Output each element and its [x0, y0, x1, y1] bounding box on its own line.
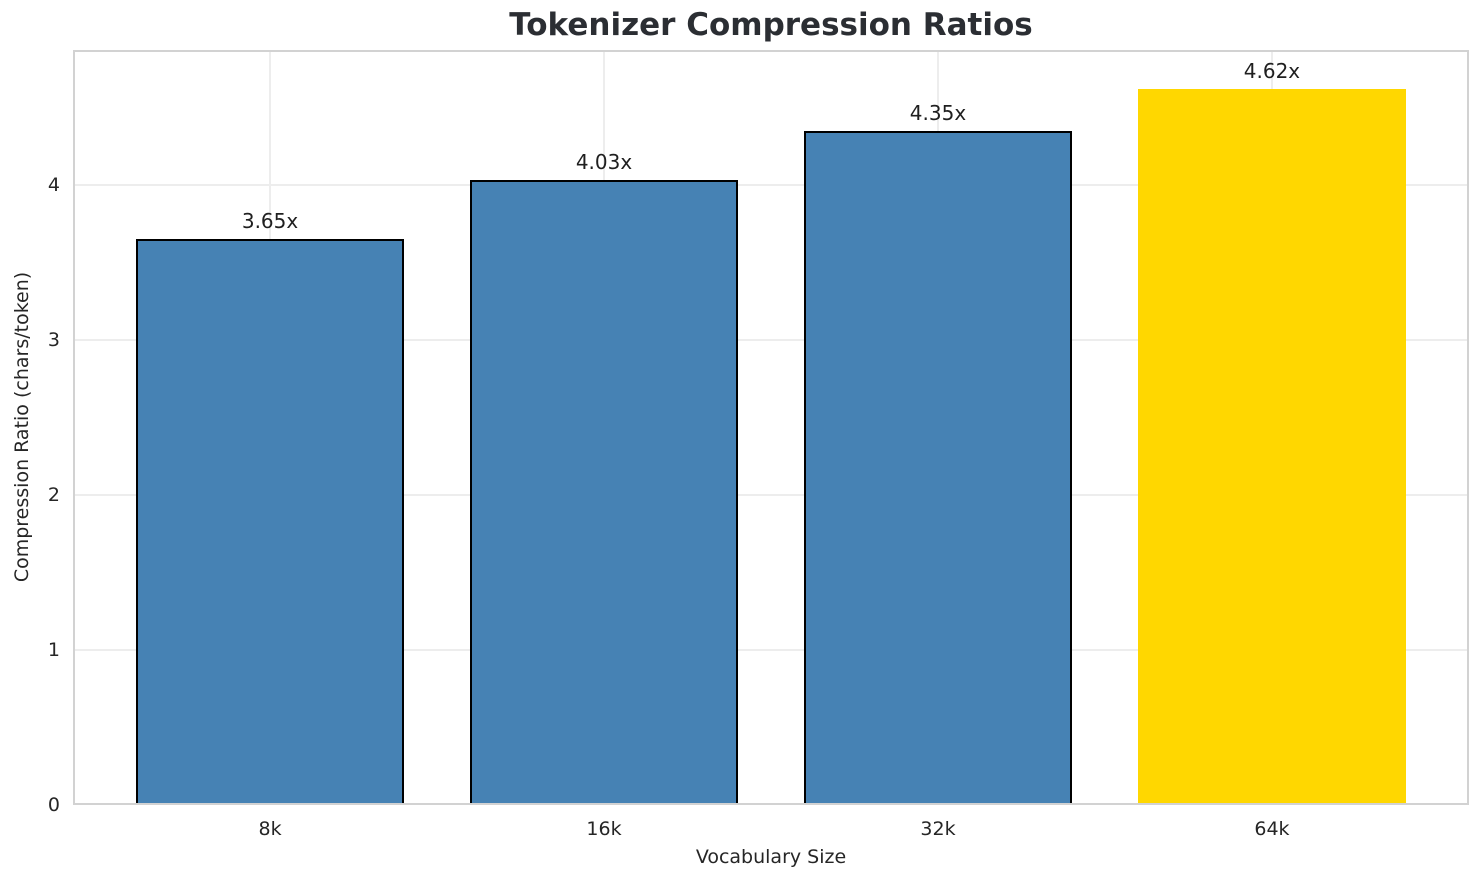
y-axis-label: Compression Ratio (chars/token) [11, 271, 33, 583]
bar-32k [804, 130, 1072, 805]
gridline-horizontal [73, 184, 1469, 186]
bar-64k [1138, 88, 1406, 805]
y-tick-label: 4 [47, 173, 60, 196]
bar-value-label: 4.35x [909, 100, 967, 125]
gridline-horizontal [73, 649, 1469, 651]
bar-8k [136, 239, 404, 805]
y-tick-label: 2 [47, 483, 60, 506]
x-axis-label: Vocabulary Size [695, 846, 847, 868]
bar-16k [470, 180, 738, 805]
y-tick-label: 3 [47, 328, 60, 351]
bar-value-label: 4.03x [575, 150, 633, 175]
x-tick-label: 8k [258, 818, 282, 840]
x-tick-label: 16k [586, 818, 622, 840]
y-tick-label: 1 [47, 638, 60, 661]
x-tick-label: 32k [920, 818, 956, 840]
x-tick-label: 64k [1254, 818, 1290, 840]
y-tick-label: 0 [47, 794, 60, 816]
gridline-horizontal [73, 494, 1469, 496]
bar-value-label: 4.62x [1243, 58, 1301, 83]
chart-title: Tokenizer Compression Ratios [509, 7, 1033, 43]
plot-area: 3.65x 4.03x 4.35x 4.62x [73, 50, 1469, 805]
bar-value-label: 3.65x [241, 209, 299, 234]
gridline-horizontal [73, 339, 1469, 341]
